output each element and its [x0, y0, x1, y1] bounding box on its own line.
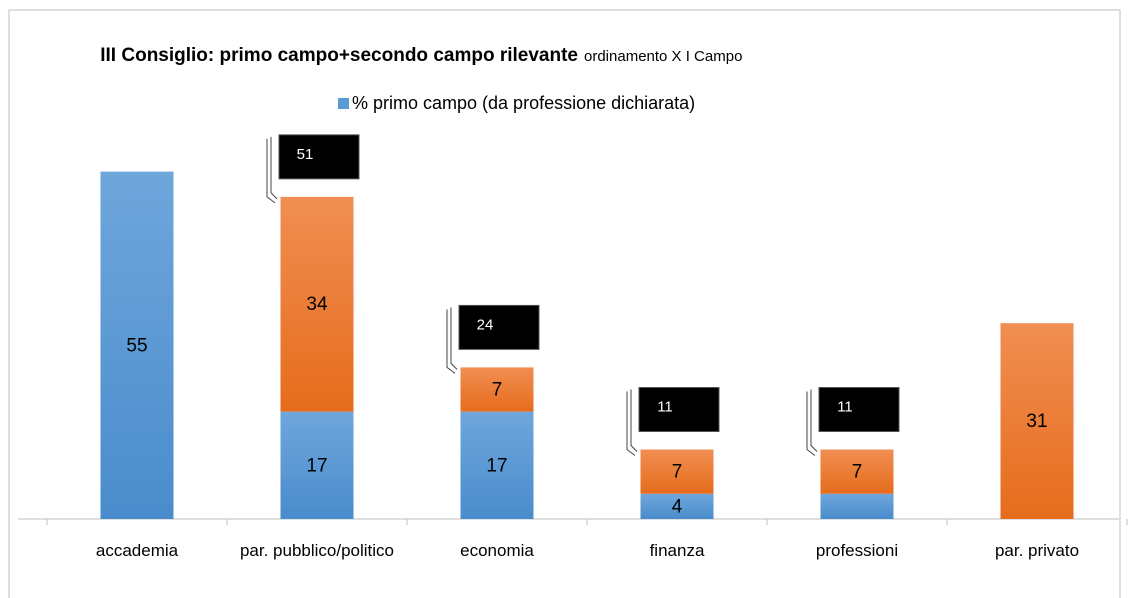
x-tick-label: par. pubblico/politico: [239, 541, 395, 560]
data-label: 17: [486, 455, 507, 476]
data-label: 7: [852, 462, 863, 483]
total-label: 11: [837, 398, 853, 415]
callout-bracket: [806, 389, 818, 456]
bar-segment: [640, 449, 714, 494]
data-label: 17: [306, 455, 327, 476]
total-label: 11: [657, 398, 673, 415]
callout-bracket: [626, 389, 638, 456]
bar-segment: [100, 171, 174, 520]
total-box: [638, 387, 720, 433]
chart-title: III Consiglio: primo campo+secondo campo…: [100, 45, 578, 66]
bar-segment: [460, 411, 534, 519]
total-box: [278, 134, 360, 180]
bar-segment: [460, 367, 534, 412]
x-tick-label: finanza: [649, 541, 705, 560]
bar-segment: [280, 196, 354, 412]
legend-swatch: [338, 98, 349, 109]
data-label: 7: [672, 462, 683, 483]
callout-bracket: [266, 136, 278, 204]
chart-subtitle: ordinamento X I Campo: [584, 48, 742, 65]
x-tick-label: economia: [460, 541, 534, 560]
x-tick-label: professioni: [815, 541, 899, 560]
bar-segment: [820, 449, 894, 494]
total-label: 51: [297, 146, 314, 163]
bar-segment: [1000, 323, 1074, 519]
bar-segment: [280, 411, 354, 519]
chart-frame: [8, 9, 1121, 598]
data-label: 4: [672, 496, 683, 517]
data-label: 7: [492, 380, 503, 401]
callout-bracket: [446, 307, 458, 374]
x-tick-label: par. privato: [994, 541, 1080, 560]
bar-segment: [640, 493, 714, 519]
legend-label: % primo campo (da professione dichiarata…: [352, 93, 695, 113]
total-box: [818, 387, 900, 433]
total-label: 24: [477, 316, 494, 333]
x-tick-label: accademia: [95, 541, 179, 560]
bar-segment: [820, 493, 894, 519]
data-label: 31: [1026, 411, 1047, 432]
data-label: 55: [126, 335, 147, 356]
data-label: 34: [306, 294, 328, 315]
total-box: [458, 304, 540, 350]
